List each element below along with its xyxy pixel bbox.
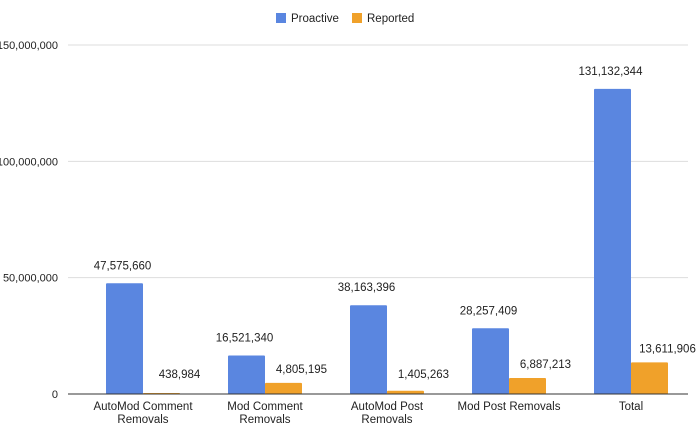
y-tick-label: 150,000,000 <box>0 40 58 52</box>
bar-reported <box>265 382 302 394</box>
x-tick-label: Removals <box>361 414 412 425</box>
bar-proactive <box>350 305 387 394</box>
x-tick-label: Removals <box>239 414 290 425</box>
x-tick-label: Removals <box>117 414 168 425</box>
data-label: 131,132,344 <box>579 66 644 78</box>
x-tick-label: Mod Comment <box>227 401 303 413</box>
data-label: 438,984 <box>159 369 201 381</box>
legend-label: Reported <box>367 13 414 25</box>
data-label: 38,163,396 <box>338 282 396 294</box>
x-tick-label: Total <box>619 401 643 413</box>
y-tick-label: 0 <box>52 389 58 401</box>
data-label: 28,257,409 <box>460 305 518 317</box>
x-tick-label: AutoMod Comment <box>93 401 193 413</box>
legend-label: Proactive <box>291 13 339 25</box>
bar-proactive <box>228 355 265 394</box>
bar-reported <box>631 362 668 394</box>
x-tick-label: AutoMod Post <box>351 401 424 413</box>
data-label: 16,521,340 <box>216 333 274 345</box>
legend-swatch-proactive <box>276 13 286 23</box>
x-tick-label: Mod Post Removals <box>458 401 561 413</box>
bar-proactive <box>472 328 509 394</box>
data-label: 47,575,660 <box>94 260 152 272</box>
y-tick-label: 50,000,000 <box>3 273 58 285</box>
data-label: 1,405,263 <box>398 369 449 381</box>
bar-proactive <box>594 88 631 394</box>
bar-reported <box>509 377 546 394</box>
data-label: 6,887,213 <box>520 359 571 371</box>
data-label: 13,611,906 <box>639 343 696 355</box>
data-label: 4,805,195 <box>276 364 327 376</box>
y-tick-label: 100,000,000 <box>0 156 58 168</box>
legend-swatch-reported <box>352 13 362 23</box>
bar-reported <box>387 390 424 394</box>
bar-proactive <box>106 283 143 394</box>
